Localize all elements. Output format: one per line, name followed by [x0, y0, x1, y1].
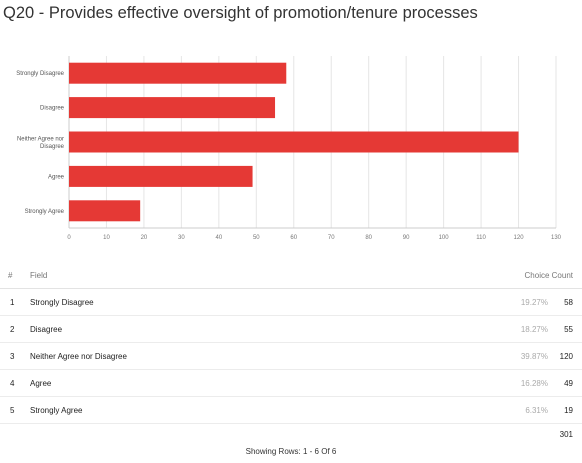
- y-category-label: Agree: [48, 174, 65, 180]
- y-category-label: Neither Agree nor: [17, 137, 64, 143]
- row-number: 1: [10, 298, 15, 307]
- table-header: # Field Choice Count: [0, 265, 582, 289]
- row-count: 55: [564, 325, 573, 334]
- x-tick-label: 20: [141, 235, 148, 241]
- x-tick-label: 30: [178, 235, 185, 241]
- row-field: Neither Agree nor Disagree: [30, 352, 127, 361]
- total-count: 301: [559, 430, 573, 439]
- row-percent: 16.28%: [520, 379, 548, 388]
- row-count: 58: [564, 298, 573, 307]
- bar: [69, 62, 287, 84]
- bar: [69, 131, 519, 153]
- row-percent: 19.27%: [520, 298, 548, 307]
- table-row: 4 Agree 16.28% 49: [0, 370, 582, 397]
- row-percent: 6.31%: [525, 406, 548, 415]
- y-category-label: Disagree: [40, 144, 65, 150]
- header-choice-count: Choice Count: [524, 271, 573, 280]
- row-field: Disagree: [30, 325, 63, 334]
- row-count: 49: [564, 379, 573, 388]
- row-count: 120: [559, 352, 573, 361]
- x-tick-label: 0: [67, 235, 71, 241]
- bar: [69, 200, 141, 222]
- table-row: 5 Strongly Agree 6.31% 19: [0, 397, 582, 424]
- row-percent: 39.87%: [520, 352, 548, 361]
- row-field: Agree: [30, 379, 52, 388]
- x-tick-label: 130: [551, 235, 562, 241]
- pagination-status: Showing Rows: 1 - 6 Of 6: [245, 447, 337, 456]
- x-tick-label: 100: [439, 235, 450, 241]
- bar-chart: 0 10 20 30 40 50 60 70 80 90 100 110 120 130 Strongly …: [16, 56, 562, 241]
- table-row: 1 Strongly Disagree 19.27% 58: [0, 289, 582, 316]
- x-tick-label: 80: [365, 235, 372, 241]
- x-tick-label: 50: [253, 235, 260, 241]
- x-tick-label: 40: [216, 235, 223, 241]
- x-tick-label: 70: [328, 235, 335, 241]
- bar: [69, 165, 253, 187]
- row-field: Strongly Disagree: [30, 298, 94, 307]
- x-tick-label: 110: [476, 235, 486, 241]
- header-number: #: [8, 271, 13, 280]
- x-tick-label: 10: [103, 235, 110, 241]
- table-total-row: 301: [0, 424, 582, 448]
- table-row: 3 Neither Agree nor Disagree 39.87% 120: [0, 343, 582, 370]
- row-number: 5: [10, 406, 15, 415]
- table-row: 2 Disagree 18.27% 55: [0, 316, 582, 343]
- x-tick-label: 90: [403, 235, 410, 241]
- row-field: Strongly Agree: [30, 406, 83, 415]
- choice-table: # Field Choice Count 1 Strongly Disagree…: [0, 265, 582, 448]
- chart-title: Q20 - Provides effective oversight of pr…: [3, 4, 478, 22]
- row-count: 19: [564, 406, 573, 415]
- row-percent: 18.27%: [520, 325, 548, 334]
- row-number: 3: [10, 352, 15, 361]
- bar: [69, 97, 276, 119]
- row-number: 2: [10, 325, 15, 334]
- row-number: 4: [10, 379, 15, 388]
- y-category-label: Strongly Disagree: [16, 71, 64, 77]
- header-field: Field: [30, 271, 48, 280]
- y-category-label: Strongly Agree: [25, 209, 65, 215]
- y-category-label: Disagree: [40, 106, 65, 112]
- x-tick-label: 60: [290, 235, 297, 241]
- x-tick-label: 120: [514, 235, 525, 241]
